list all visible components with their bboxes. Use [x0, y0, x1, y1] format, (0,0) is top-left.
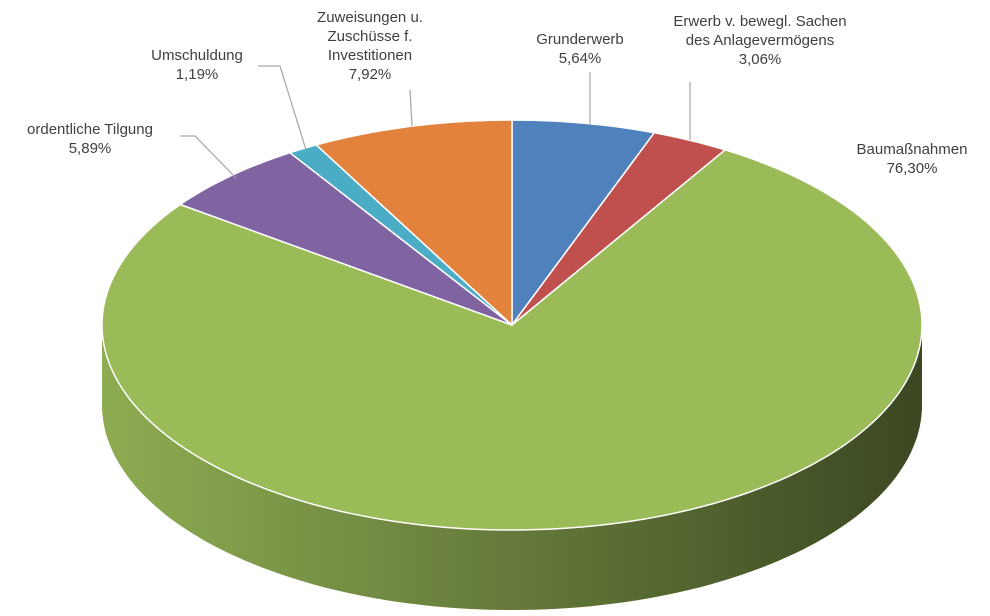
- data-label: Zuweisungen u. Zuschüsse f. Investitione…: [290, 8, 450, 84]
- category-label: Zuweisungen u. Zuschüsse f. Investitione…: [317, 9, 423, 64]
- value-label: 76,30%: [886, 160, 938, 177]
- value-label: 7,92%: [348, 66, 392, 83]
- pie-slice: [511, 119, 656, 326]
- data-label: ordentliche Tilgung 5,89%: [0, 120, 185, 158]
- leader-line: [180, 135, 237, 179]
- value-label: 5,64%: [558, 50, 602, 67]
- pie-slice: [101, 149, 923, 531]
- data-label: Grunderwerb 5,64%: [505, 30, 655, 68]
- data-label: Umschuldung 1,19%: [127, 46, 267, 84]
- side-shade: [102, 325, 922, 610]
- category-label: Erwerb v. bewegl. Sachen des Anlagevermö…: [673, 13, 847, 49]
- leader-line: [258, 65, 307, 151]
- pie-slice: [179, 151, 513, 326]
- leader-line: [409, 89, 413, 127]
- value-label: 1,19%: [175, 66, 219, 83]
- pie-slice: [511, 131, 726, 326]
- data-label: Erwerb v. bewegl. Sachen des Anlagevermö…: [670, 12, 850, 69]
- category-label: Umschuldung: [151, 47, 243, 64]
- data-label: Baumaßnahmen 76,30%: [832, 140, 990, 178]
- category-label: Grunderwerb: [536, 31, 624, 48]
- value-label: 5,89%: [68, 140, 112, 157]
- category-label: Baumaßnahmen: [856, 141, 968, 158]
- pie-slice: [315, 119, 513, 326]
- value-label: 3,06%: [738, 51, 782, 68]
- category-label: ordentliche Tilgung: [27, 121, 153, 138]
